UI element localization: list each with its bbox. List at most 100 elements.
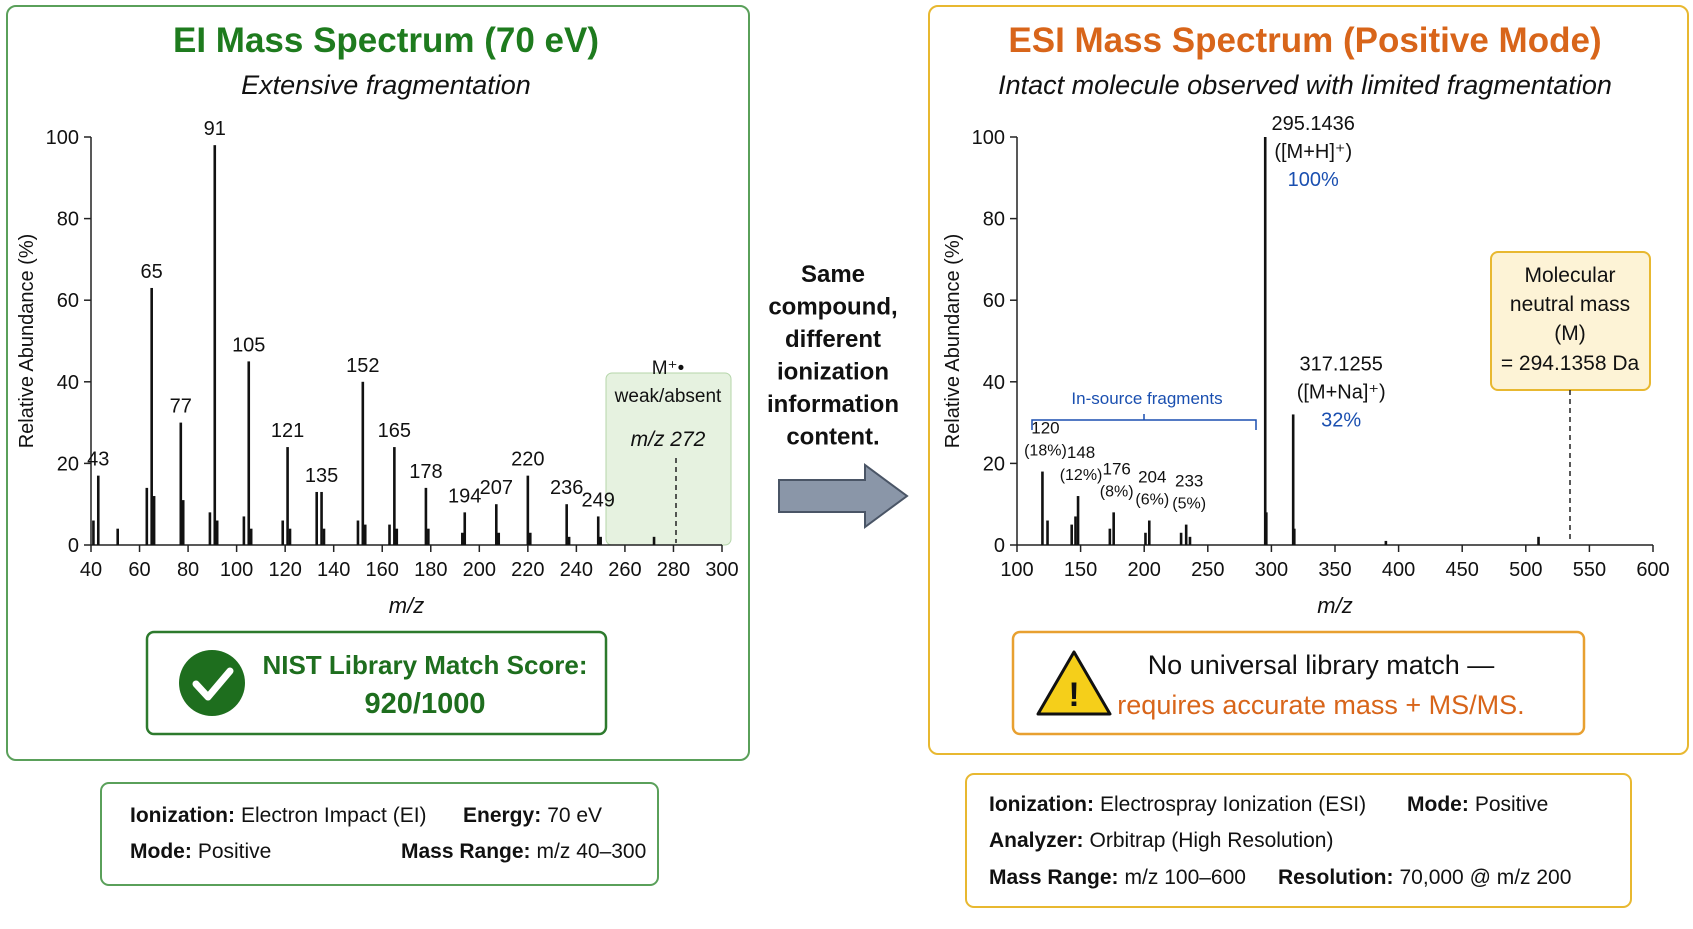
peak-label: 176 (1102, 459, 1130, 478)
info-item: Mode: Positive (1407, 793, 1548, 816)
fragment-bracket (1031, 414, 1257, 430)
peak (528, 532, 532, 545)
peak (1041, 471, 1044, 545)
x-tick-label: 240 (560, 559, 593, 581)
info-value: m/z 100–600 (1125, 866, 1246, 889)
peak (152, 496, 156, 545)
peak (1074, 516, 1077, 545)
check-mark (192, 667, 234, 701)
peak-label: 121 (271, 420, 304, 442)
peak (1292, 528, 1296, 545)
annotation: = 294.1358 Da (1501, 352, 1640, 375)
value-label: (5%) (1172, 496, 1206, 513)
center-text: content. (786, 424, 879, 451)
peak-label: 295.1436 (1272, 113, 1355, 135)
y-tick-label: 0 (994, 535, 1005, 557)
chart-title: EI Mass Spectrum (70 eV) (173, 21, 599, 60)
info-value: 70,000 @ m/z 200 (1400, 866, 1572, 889)
peak (1144, 532, 1147, 545)
info-value: Positive (1475, 793, 1549, 816)
peak-label: 194 (448, 485, 481, 507)
peak (1537, 536, 1540, 545)
check-icon (179, 650, 245, 716)
arrow (778, 463, 909, 529)
y-tick-label: 80 (57, 209, 79, 231)
peak (427, 528, 430, 545)
x-tick-label: 150 (1064, 559, 1097, 581)
ion-label: ([M+Na]⁺) (1297, 381, 1386, 403)
y-tick-label: 80 (983, 209, 1005, 231)
info-label: Mass Range: (989, 866, 1119, 889)
peak (247, 361, 251, 545)
peak-label: 249 (582, 489, 615, 511)
bracket-label: In-source fragments (1071, 389, 1222, 408)
x-tick-label: 450 (1446, 559, 1479, 581)
x-tick-label: 350 (1318, 559, 1351, 581)
ei-info-box (100, 782, 659, 886)
peak (1076, 496, 1080, 545)
info-value: Electron Impact (EI) (241, 804, 427, 827)
ei-panel (6, 5, 750, 761)
info-value: Orbitrap (High Resolution) (1090, 829, 1334, 852)
peak-label: 65 (141, 261, 163, 283)
annotation: (M) (1554, 322, 1585, 345)
peak (288, 528, 292, 545)
peak (1147, 520, 1151, 545)
y-tick-label: 0 (68, 535, 79, 557)
match-title: NIST Library Match Score: (262, 650, 587, 680)
peak (1291, 414, 1295, 545)
annotation: weak/absent (614, 386, 722, 407)
x-tick-label: 400 (1382, 559, 1415, 581)
y-tick-label: 40 (57, 372, 79, 394)
peak (96, 475, 100, 545)
peak (463, 512, 467, 545)
value-label: (12%) (1060, 467, 1103, 484)
peak (215, 520, 219, 545)
peak (1384, 540, 1388, 545)
warning-line2: requires accurate mass + MS/MS. (1117, 690, 1524, 720)
chart-subtitle: Intact molecule observed with limited fr… (998, 70, 1612, 100)
peak (179, 422, 183, 545)
peak (1108, 528, 1112, 545)
center-text: information (767, 391, 899, 418)
peak (497, 532, 501, 545)
peak (361, 381, 365, 545)
y-tick-label: 100 (972, 127, 1005, 149)
x-tick-label: 220 (511, 559, 544, 581)
peak-label: 148 (1067, 443, 1095, 462)
info-item: Mass Range: m/z 100–600 (989, 866, 1246, 889)
chart-subtitle: Extensive fragmentation (241, 70, 531, 100)
warning-box (1011, 630, 1586, 736)
peak-label: 204 (1138, 468, 1166, 487)
peak (596, 516, 600, 545)
x-tick-label: 80 (177, 559, 199, 581)
esi-info-box (965, 773, 1632, 908)
value-label: 100% (1288, 169, 1339, 191)
peak (1188, 536, 1192, 545)
peak (145, 487, 149, 545)
peak (363, 524, 367, 545)
peak-label: 91 (204, 118, 226, 140)
x-tick-label: 60 (128, 559, 150, 581)
warning-icon (1036, 650, 1112, 716)
value-label: (8%) (1100, 483, 1134, 500)
peak (494, 504, 498, 545)
peak (320, 491, 323, 545)
peak (395, 528, 399, 545)
y-axis-label: Relative Abundance (%) (16, 234, 38, 449)
x-tick-label: 200 (1128, 559, 1161, 581)
info-item: Mass Range: m/z 40–300 (401, 840, 646, 863)
warning-line1: No universal library match — (1148, 650, 1495, 680)
annotation: Molecular (1524, 264, 1615, 287)
info-value: Positive (198, 840, 272, 863)
peak-label: 233 (1175, 472, 1203, 491)
center-text: different (785, 326, 881, 353)
x-tick-label: 300 (1255, 559, 1288, 581)
y-tick-label: 60 (983, 290, 1005, 312)
peak (1263, 137, 1267, 545)
peak (393, 447, 396, 545)
info-label: Resolution: (1278, 866, 1394, 889)
x-tick-label: 100 (220, 559, 253, 581)
